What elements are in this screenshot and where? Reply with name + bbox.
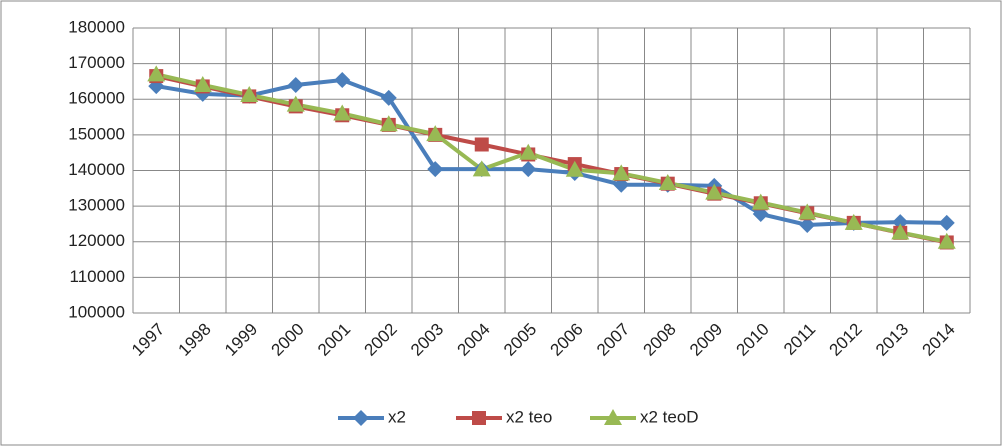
point-marker (891, 223, 910, 240)
point-marker (287, 77, 304, 93)
point-marker (798, 203, 817, 220)
point-marker (427, 161, 444, 178)
legend-marker (472, 411, 486, 425)
y-tick-label: 100000 (68, 302, 125, 321)
y-tick-label: 150000 (68, 124, 125, 143)
y-tick-label: 110000 (70, 267, 125, 286)
point-marker (240, 85, 259, 102)
point-marker (937, 232, 956, 249)
point-marker (286, 95, 305, 112)
series-line (155, 72, 948, 244)
point-marker (844, 213, 863, 230)
point-marker (426, 125, 445, 142)
point-marker (193, 76, 212, 92)
point-marker (333, 104, 352, 121)
legend-label: x2 teoD (640, 407, 699, 426)
y-tick-label: 120000 (68, 231, 125, 250)
point-marker (565, 160, 584, 177)
y-tick-label: 140000 (68, 160, 125, 179)
y-tick-label: 160000 (68, 89, 125, 108)
y-tick-label: 180000 (68, 17, 125, 36)
point-marker (520, 161, 537, 178)
point-marker (658, 173, 677, 190)
legend-label: x2 teo (506, 407, 552, 426)
point-marker (612, 164, 631, 181)
point-marker (938, 214, 955, 231)
legend-marker (353, 410, 369, 426)
point-marker (379, 115, 398, 132)
point-marker (751, 193, 770, 210)
point-marker (334, 72, 351, 89)
y-tick-label: 130000 (68, 196, 125, 215)
point-marker (519, 143, 538, 160)
series-line (155, 77, 947, 228)
point-marker (147, 65, 166, 82)
point-marker (474, 137, 489, 152)
y-tick-label: 170000 (68, 53, 125, 72)
legend-marker (604, 409, 622, 425)
point-marker (380, 89, 397, 106)
point-marker (472, 160, 491, 177)
point-marker (705, 183, 724, 200)
legend-label: x2 (388, 407, 406, 426)
point-marker (799, 217, 816, 234)
